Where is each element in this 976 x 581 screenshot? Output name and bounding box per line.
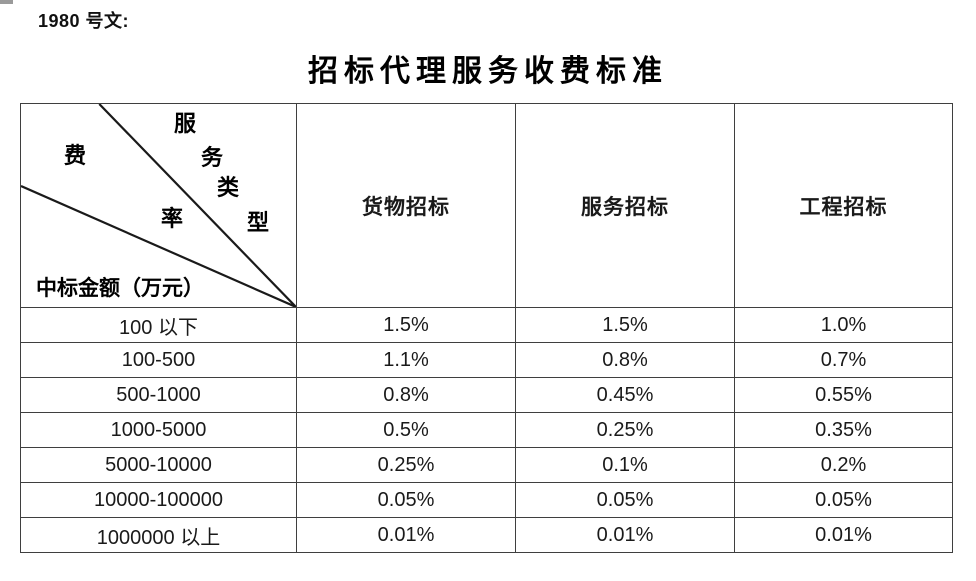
scan-artifact-mark (0, 0, 13, 4)
corner-cell: 服 务 类 型 费 率 中标金额（万元） (20, 103, 297, 308)
rate-cell: 0.8% (296, 377, 516, 413)
rate-cell: 1.5% (515, 307, 735, 343)
rate-cell: 0.8% (515, 342, 735, 378)
table-row: 500-1000 0.8% 0.45% 0.55% (20, 377, 953, 413)
rate-cell: 0.01% (296, 517, 516, 553)
rate-cell: 0.45% (515, 377, 735, 413)
corner-label-service-type-char: 型 (247, 210, 270, 235)
rate-cell: 1.0% (734, 307, 953, 343)
page-title: 招标代理服务收费标准 (308, 55, 668, 88)
corner-label-fee-rate-char: 率 (161, 206, 184, 231)
rate-cell: 0.55% (734, 377, 953, 413)
column-header-service: 服务招标 (515, 103, 735, 308)
rate-cell: 0.7% (734, 342, 953, 378)
row-range-cell: 1000-5000 (20, 412, 297, 448)
rate-cell: 0.05% (296, 482, 516, 518)
rate-cell: 0.1% (515, 447, 735, 483)
rate-cell: 0.25% (515, 412, 735, 448)
rate-cell: 0.05% (515, 482, 735, 518)
row-range-cell: 500-1000 (20, 377, 297, 413)
table-header-row: 服 务 类 型 费 率 中标金额（万元） 货物招标 服务招标 工程招标 (20, 103, 953, 308)
corner-label-fee-rate-char: 费 (64, 143, 87, 168)
table-row: 5000-10000 0.25% 0.1% 0.2% (20, 447, 953, 483)
table-row: 100-500 1.1% 0.8% 0.7% (20, 342, 953, 378)
table-row: 10000-100000 0.05% 0.05% 0.05% (20, 482, 953, 518)
corner-label-service-type-char: 服 (174, 111, 197, 136)
column-header-engineering: 工程招标 (734, 103, 953, 308)
rate-cell: 1.1% (296, 342, 516, 378)
row-range-cell: 10000-100000 (20, 482, 297, 518)
corner-cell-inner: 服 务 类 型 费 率 中标金额（万元） (21, 104, 296, 307)
table-row: 1000000 以上 0.01% 0.01% 0.01% (20, 517, 953, 553)
corner-label-bid-amount: 中标金额（万元） (36, 276, 204, 300)
corner-label-service-type-char: 务 (201, 145, 224, 170)
rate-cell: 0.01% (734, 517, 953, 553)
corner-label-service-type-char: 类 (217, 175, 240, 200)
row-range-cell: 1000000 以上 (20, 517, 297, 553)
fee-standard-table: 服 务 类 型 费 率 中标金额（万元） 货物招标 服务招标 工程招标 100 … (20, 103, 953, 553)
rate-cell: 0.01% (515, 517, 735, 553)
table-row: 100 以下 1.5% 1.5% 1.0% (20, 307, 953, 343)
rate-cell: 0.2% (734, 447, 953, 483)
rate-cell: 0.35% (734, 412, 953, 448)
row-range-cell: 100 以下 (20, 307, 297, 343)
table-row: 1000-5000 0.5% 0.25% 0.35% (20, 412, 953, 448)
row-range-cell: 5000-10000 (20, 447, 297, 483)
rate-cell: 0.05% (734, 482, 953, 518)
row-range-cell: 100-500 (20, 342, 297, 378)
column-header-goods: 货物招标 (296, 103, 516, 308)
rate-cell: 0.25% (296, 447, 516, 483)
doc-ref: 1980 号文: (38, 11, 130, 31)
rate-cell: 0.5% (296, 412, 516, 448)
diagonal-lines-icon (21, 104, 296, 307)
rate-cell: 1.5% (296, 307, 516, 343)
